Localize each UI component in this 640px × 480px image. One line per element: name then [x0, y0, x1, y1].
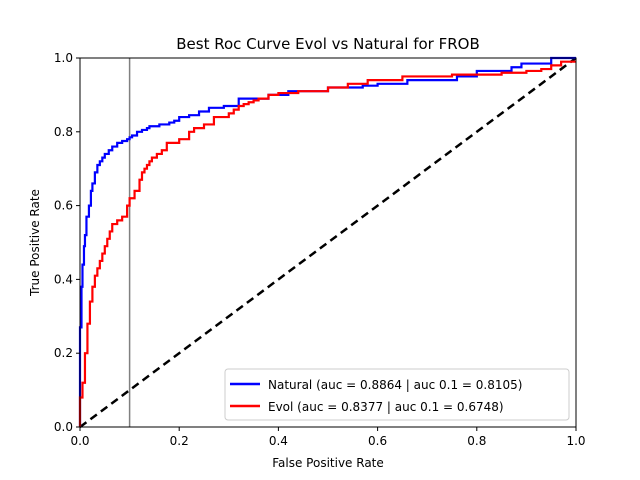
x-tick-label: 1.0	[566, 434, 585, 448]
legend: Natural (auc = 0.8864 | auc 0.1 = 0.8105…	[224, 368, 570, 421]
x-tick-label: 0.8	[467, 434, 486, 448]
x-tick-label: 0.2	[170, 434, 189, 448]
legend-box	[224, 368, 570, 421]
plot-marks	[78, 56, 577, 429]
x-axis-label: False Positive Rate	[272, 456, 384, 470]
y-tick-label: 0.8	[54, 125, 73, 139]
evol-roc-line	[78, 60, 576, 427]
axis-ticks: 0.0 0.2 0.4 0.6 0.8 1.0 0.0 0.2 0.4 0.6 0.8 1.0	[54, 51, 586, 448]
chart-title: Best Roc Curve Evol vs Natural for FROB	[176, 35, 480, 53]
y-axis-label: True Positive Rate	[28, 189, 42, 297]
y-tick-label: 0.4	[54, 272, 73, 286]
x-tick-label: 0.4	[269, 434, 288, 448]
natural-roc-line	[78, 56, 576, 427]
y-tick-label: 1.0	[54, 51, 73, 65]
y-tick-label: 0.6	[54, 199, 73, 213]
legend-label-natural: Natural (auc = 0.8864 | auc 0.1 = 0.8105…	[268, 378, 522, 392]
x-tick-label: 0.6	[368, 434, 387, 448]
x-tick-label: 0.0	[70, 434, 89, 448]
y-tick-label: 0.0	[54, 420, 73, 434]
legend-label-evol: Evol (auc = 0.8377 | auc 0.1 = 0.6748)	[268, 400, 504, 414]
y-tick-label: 0.2	[54, 346, 73, 360]
plot-frame	[79, 57, 577, 428]
